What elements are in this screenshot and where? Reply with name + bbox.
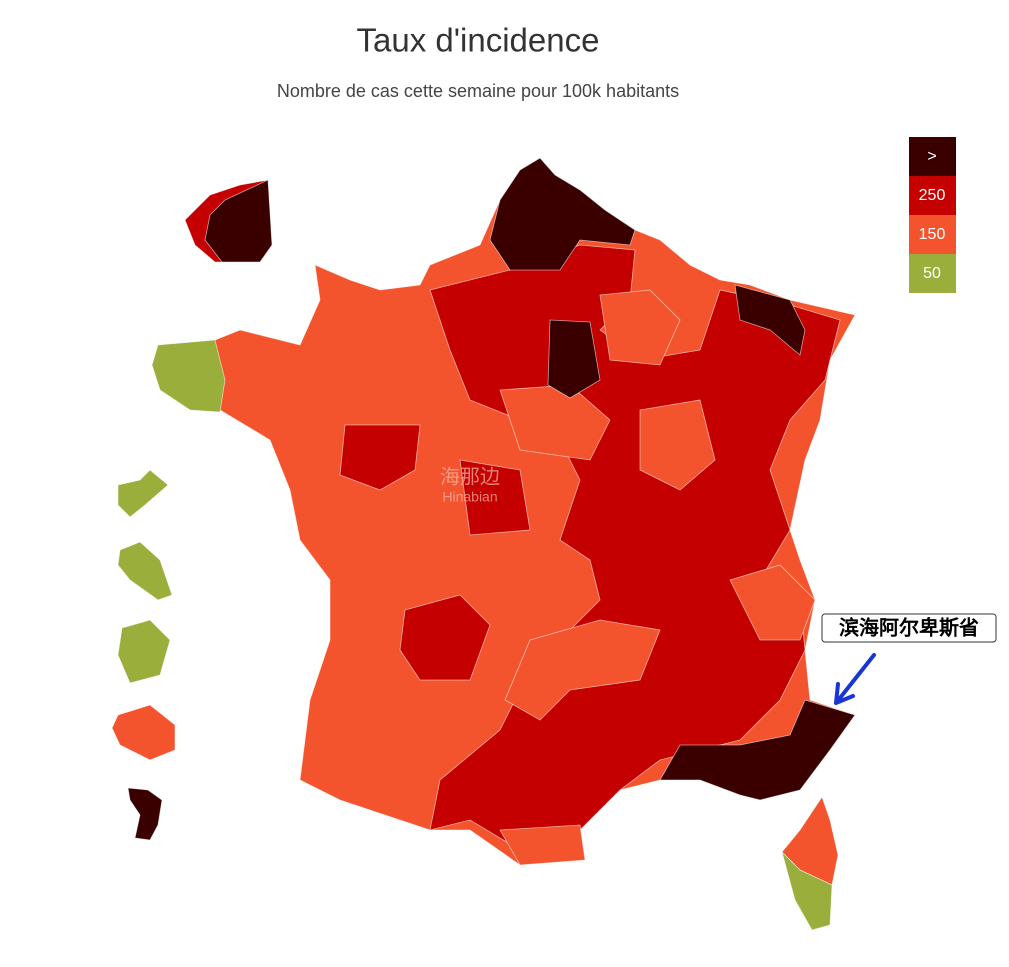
region	[734, 284, 806, 356]
region	[504, 619, 661, 721]
region	[117, 469, 169, 518]
region	[111, 704, 176, 761]
region	[127, 787, 163, 841]
region	[117, 541, 173, 601]
watermark-sub: Hinabian	[442, 489, 497, 505]
region	[151, 339, 226, 413]
legend-label: 150	[919, 226, 946, 243]
region	[781, 850, 833, 931]
region	[489, 157, 636, 271]
annotation-arrow	[834, 653, 876, 705]
legend-swatch	[909, 137, 956, 176]
region	[339, 424, 421, 491]
title: Taux d'incidence	[357, 22, 600, 59]
region	[659, 699, 856, 801]
region	[204, 179, 273, 263]
region	[499, 824, 586, 866]
annotation: 滨海阿尔卑斯省	[839, 615, 979, 639]
legend: >250 150 50	[909, 137, 956, 293]
legend-swatch	[909, 176, 956, 215]
legend-swatch	[909, 254, 956, 293]
subtitle: Nombre de cas cette semaine pour 100k ha…	[277, 81, 679, 101]
legend-label: >	[927, 148, 936, 165]
region	[399, 594, 491, 681]
region	[639, 399, 716, 491]
annotation-box	[821, 613, 997, 643]
region	[599, 289, 681, 366]
legend-label: 50	[923, 265, 941, 282]
legend-swatch	[909, 215, 956, 254]
region	[459, 459, 531, 536]
region	[117, 619, 171, 684]
watermark: 海那边	[440, 465, 500, 488]
legend-label: 250	[919, 187, 946, 204]
region	[547, 319, 601, 399]
region	[729, 564, 816, 641]
